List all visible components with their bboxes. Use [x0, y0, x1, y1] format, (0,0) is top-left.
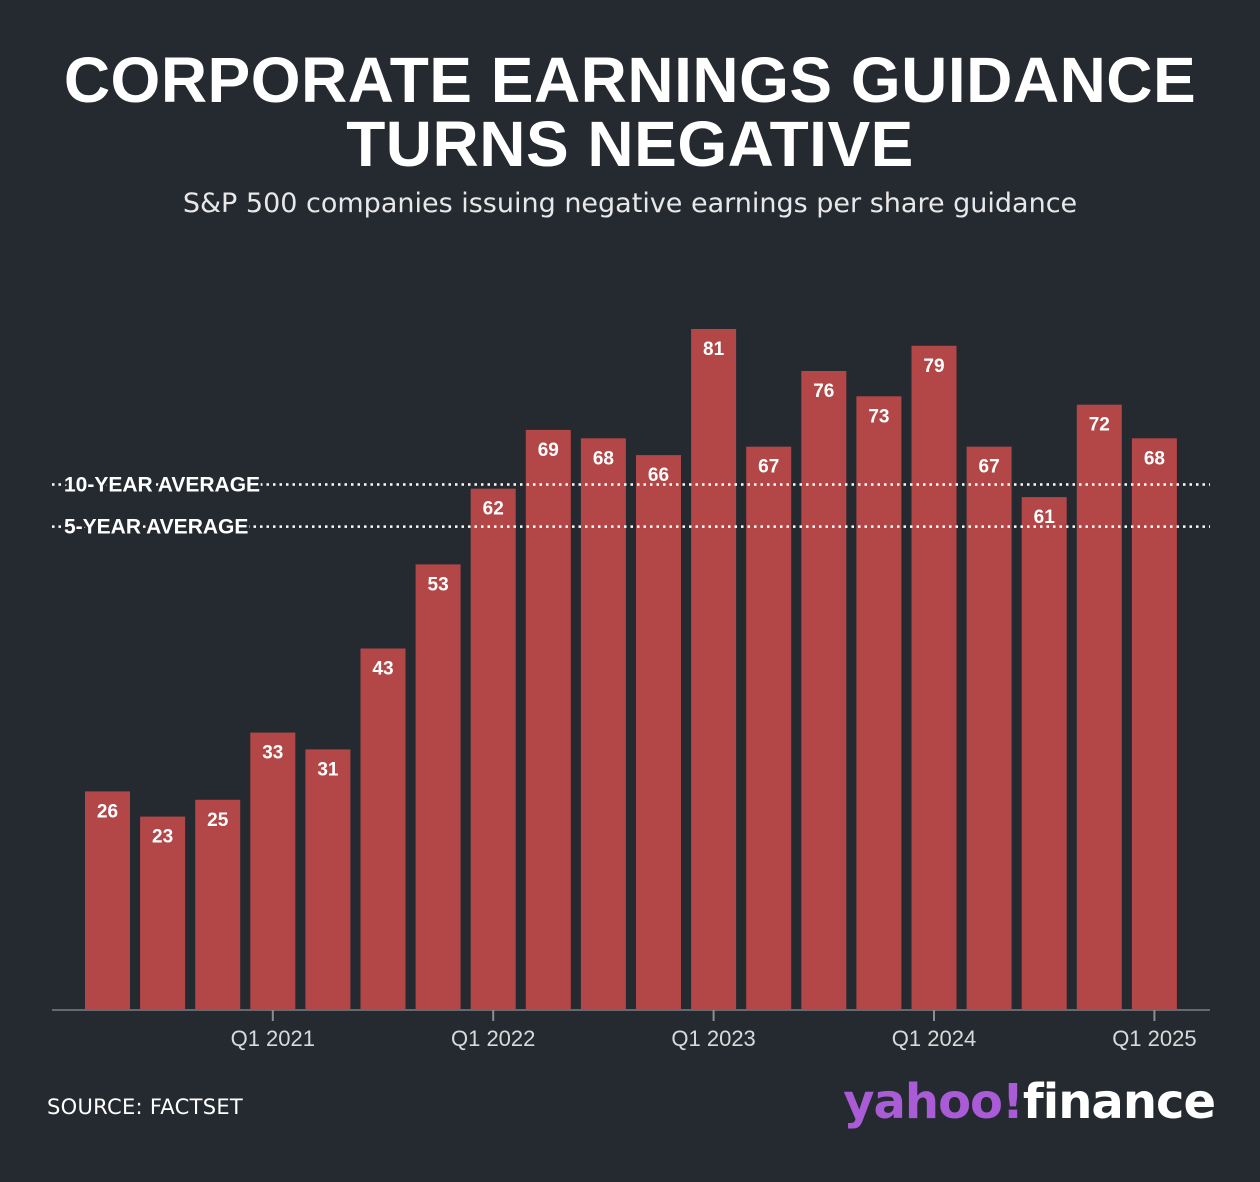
yahoo-finance-logo: yahoo!finance: [843, 1072, 1216, 1132]
bar-value-label-5: 31: [317, 759, 339, 780]
bar-group: 26 23 25 33 31 43 53 62 69 68 66 81 67 76 73 79 67 61 72 68: [85, 329, 1177, 1011]
x-tick-label-2: Q1 2022: [451, 1026, 535, 1051]
bar-12: [691, 329, 737, 1010]
bar-13: [746, 446, 792, 1010]
bar-value-label-11: 66: [648, 465, 669, 486]
bar-11: [636, 455, 681, 1011]
source-note: SOURCE: FACTSET: [47, 1095, 244, 1119]
bar-value-label-15: 73: [868, 406, 889, 427]
bar-value-label-10: 68: [593, 448, 614, 469]
x-tick-label-4: Q1 2024: [892, 1026, 976, 1051]
reference-line-label-2: 5-YEAR AVERAGE: [64, 516, 248, 539]
bar-value-label-1: 26: [97, 801, 118, 822]
bar-19: [1076, 404, 1122, 1010]
chart-title: CORPORATE EARNINGS GUIDANCE TURNS NEGATI…: [0, 48, 1260, 176]
chart-title-line-2: TURNS NEGATIVE: [346, 108, 914, 180]
logo-bang-text: !: [1002, 1074, 1024, 1130]
bar-6: [360, 648, 406, 1010]
bar-value-label-3: 25: [207, 810, 229, 831]
bar-10: [580, 438, 626, 1010]
chart-subtitle: S&P 500 companies issuing negative earni…: [182, 188, 1078, 219]
bar-3: [195, 799, 241, 1010]
bar-7: [415, 564, 461, 1010]
bar-14: [801, 371, 847, 1010]
bar-value-label-17: 67: [979, 457, 1000, 478]
x-tick-label-3: Q1 2023: [671, 1026, 755, 1051]
bar-1: [85, 791, 130, 1010]
reference-line-label-1: 10-YEAR AVERAGE: [64, 474, 260, 497]
bar-17: [966, 446, 1012, 1010]
bar-value-label-8: 62: [483, 499, 504, 520]
chart-title-line-1: CORPORATE EARNINGS GUIDANCE: [63, 44, 1197, 116]
bar-8: [470, 488, 516, 1010]
bar-value-label-2: 23: [152, 827, 173, 848]
bar-9: [525, 429, 571, 1010]
bar-5: [305, 749, 351, 1010]
bar-value-label-9: 69: [538, 440, 559, 461]
bar-value-label-20: 68: [1144, 448, 1165, 469]
x-axis-ticks: Q1 2021 Q1 2022 Q1 2023 Q1 2024 Q1 2025: [231, 1010, 1197, 1051]
bar-chart: 26 23 25 33 31 43 53 62 69 68 66 81 67 76 73 79 67 61 72 68…: [52, 329, 1210, 1051]
logo-yahoo-text: yahoo: [843, 1074, 1003, 1130]
bar-value-label-18: 61: [1034, 507, 1056, 528]
bar-value-label-6: 43: [372, 659, 393, 680]
bar-20: [1131, 438, 1177, 1010]
bar-4: [250, 732, 296, 1010]
logo-finance-text: finance: [1022, 1074, 1216, 1130]
bar-value-label-13: 67: [758, 457, 779, 478]
reference-line-group: 10-YEAR AVERAGE 5-YEAR AVERAGE: [52, 471, 1210, 541]
bar-value-label-19: 72: [1089, 415, 1110, 436]
bar-2: [140, 816, 186, 1010]
bar-15: [856, 396, 902, 1010]
x-tick-label-5: Q1 2025: [1112, 1026, 1196, 1051]
bar-18: [1021, 497, 1067, 1011]
bar-value-label-16: 79: [923, 356, 944, 377]
bar-value-label-4: 33: [262, 743, 283, 764]
bar-16: [911, 345, 957, 1010]
bar-value-label-12: 81: [703, 339, 725, 360]
bar-value-label-7: 53: [428, 574, 449, 595]
x-tick-label-1: Q1 2021: [231, 1026, 315, 1051]
bar-value-label-14: 76: [813, 381, 834, 402]
